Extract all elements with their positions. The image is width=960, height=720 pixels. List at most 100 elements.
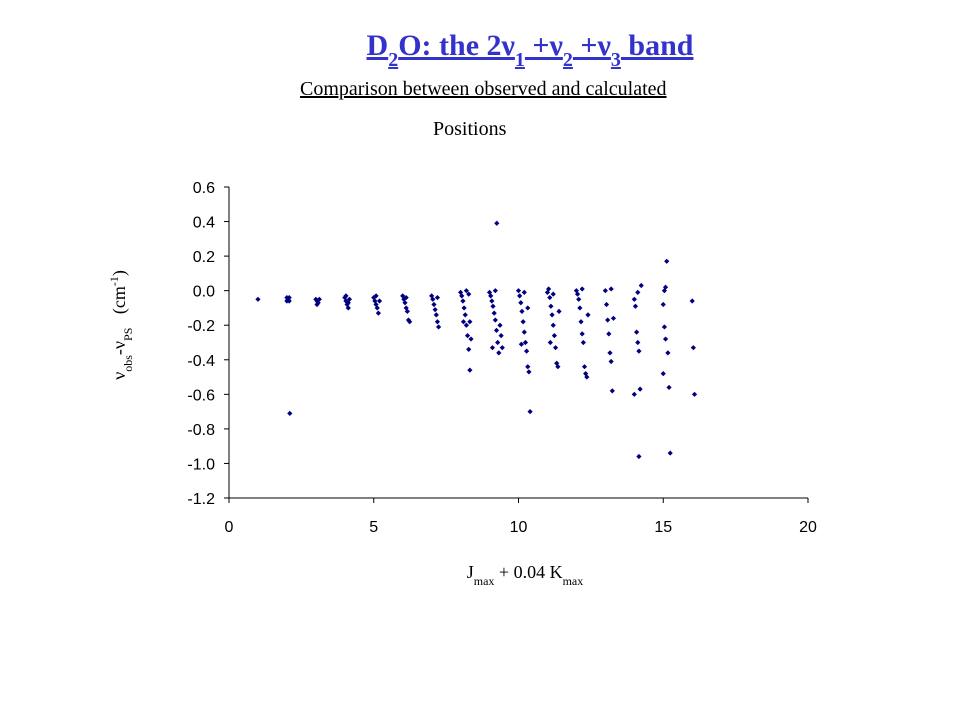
data-point [556, 308, 562, 314]
data-point [343, 293, 349, 299]
y-tick-label: -0.4 [187, 353, 215, 370]
data-point [405, 317, 412, 323]
data-point [554, 360, 560, 366]
y-tick-label: 0.4 [193, 215, 215, 232]
data-point [498, 332, 504, 339]
data-point [578, 319, 584, 325]
data-point [635, 339, 641, 346]
subtitle-line2: Positions [433, 118, 507, 140]
data-point [489, 345, 496, 351]
data-point [496, 350, 502, 356]
data-point [492, 317, 498, 323]
data-point [430, 296, 436, 302]
y-tick-label: 0.6 [193, 180, 215, 197]
x-axis-label: Jmax + 0.04 Kmax [467, 562, 584, 588]
x-tick-label: 0 [225, 519, 234, 536]
data-point [521, 289, 527, 295]
data-point [608, 286, 614, 292]
data-point [316, 296, 322, 302]
y-axis-label-part: (cm [109, 286, 130, 327]
x-axis-label-script: max [474, 574, 495, 588]
slide-title-script: 2 [388, 49, 398, 71]
data-point [345, 305, 351, 311]
data-point [551, 332, 557, 339]
data-point [544, 289, 551, 295]
data-point [345, 300, 351, 306]
data-point [519, 308, 525, 314]
data-point [313, 296, 319, 302]
data-point [583, 371, 589, 377]
data-point [429, 293, 435, 299]
data-point [467, 319, 473, 325]
data-point [489, 298, 495, 304]
data-point [631, 296, 637, 302]
data-point [458, 289, 464, 295]
data-point [690, 345, 696, 351]
data-point [555, 364, 561, 370]
x-axis-label-part: + 0.04 K [494, 562, 562, 582]
slide-title-script: 2 [563, 49, 573, 71]
data-point [373, 293, 379, 299]
data-point [584, 374, 590, 380]
data-point [546, 286, 552, 292]
data-point [661, 324, 668, 330]
x-tick-label: 15 [654, 519, 672, 536]
y-axis-label-part: -ν [109, 341, 129, 355]
data-point [314, 301, 320, 308]
data-point [609, 388, 615, 394]
data-point [518, 341, 524, 347]
data-point [662, 336, 669, 342]
x-tick-label: 10 [510, 519, 528, 536]
data-point [468, 336, 474, 342]
data-point [499, 345, 505, 351]
data-point [287, 410, 293, 416]
x-tick-label: 20 [799, 519, 817, 536]
data-point [497, 322, 503, 328]
y-axis-label-script: PS [121, 328, 135, 341]
data-point [342, 294, 348, 301]
y-axis-label-script: obs [121, 355, 135, 372]
slide-title-script: 1 [515, 49, 525, 71]
y-tick-label: 0.2 [193, 249, 215, 266]
data-point [577, 305, 583, 311]
y-tick-label: -0.6 [187, 387, 215, 404]
x-axis-label-part: J [467, 562, 474, 582]
data-point [434, 319, 441, 325]
y-tick-label: 0.0 [193, 284, 215, 301]
y-axis-label: νobs-νPS (cm-1) [107, 270, 135, 380]
data-point [490, 303, 496, 309]
data-point [486, 289, 493, 295]
data-point [664, 258, 670, 264]
data-point [549, 312, 555, 318]
data-point [495, 339, 501, 346]
data-point [517, 293, 523, 299]
data-point [689, 298, 695, 304]
data-point [691, 391, 698, 397]
data-point [550, 291, 556, 297]
slide-title-part: +ν [525, 29, 564, 62]
data-point [464, 332, 471, 339]
data-point [286, 294, 292, 301]
data-point [666, 384, 672, 391]
data-point [431, 301, 437, 308]
data-point [407, 319, 413, 325]
data-point [548, 303, 554, 309]
data-point [579, 331, 585, 337]
data-point [662, 284, 669, 290]
data-point [603, 301, 610, 308]
data-point [547, 294, 553, 301]
data-point [522, 339, 529, 346]
data-point [494, 220, 500, 226]
data-point [467, 367, 473, 373]
data-point [632, 303, 639, 309]
y-tick-label: -1.0 [187, 456, 215, 473]
data-point [374, 305, 380, 311]
data-point [433, 312, 439, 318]
data-point [466, 346, 472, 353]
data-point [660, 301, 666, 308]
x-tick-label: 5 [369, 519, 378, 536]
data-point [463, 288, 469, 294]
data-point [579, 286, 585, 292]
data-point [665, 350, 671, 356]
